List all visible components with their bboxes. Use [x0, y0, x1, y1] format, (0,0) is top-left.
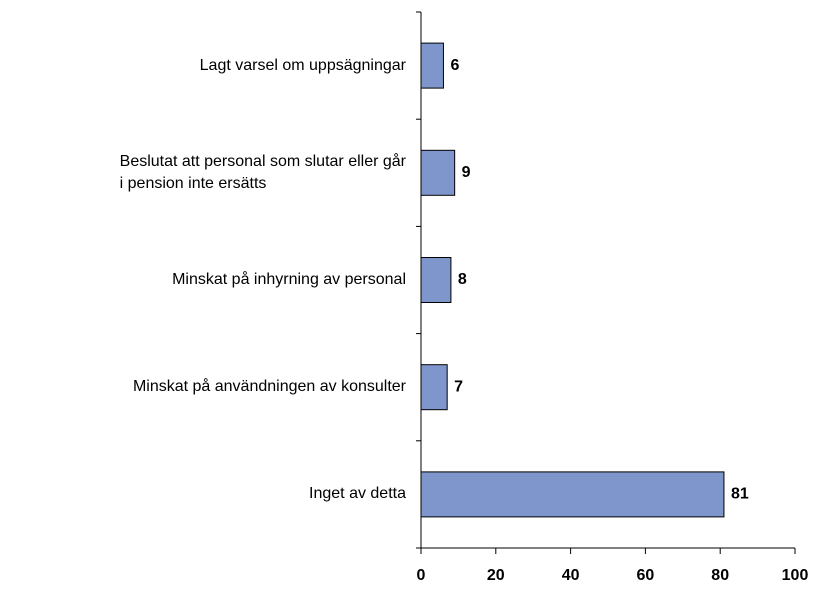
value-label: 9 — [462, 164, 471, 181]
x-tick-label: 40 — [562, 567, 580, 584]
x-tick-label: 0 — [417, 567, 426, 584]
category-label: Minskat på användningen av konsulter — [1, 357, 406, 417]
category-text: Minskat på användningen av konsulter — [132, 378, 406, 396]
bar — [420, 42, 444, 89]
x-tick-label: 100 — [782, 567, 809, 584]
bar — [420, 257, 452, 303]
value-label: 6 — [450, 57, 459, 74]
value-label: 7 — [454, 378, 463, 395]
value-label: 81 — [731, 486, 749, 503]
category-label: Beslutat att personal som slutar eller g… — [1, 143, 406, 203]
value-label: 8 — [458, 271, 467, 288]
category-label: Lagt varsel om uppsägningar — [1, 36, 406, 96]
category-label: Minskat på inhyrning av personal — [1, 250, 406, 310]
category-text: Lagt varsel om uppsägningar — [199, 56, 406, 74]
category-text: Beslutat att personal som slutar eller g… — [119, 152, 406, 192]
category-label: Inget av detta — [1, 464, 406, 524]
x-tick-label: 20 — [487, 567, 505, 584]
x-tick-label: 80 — [711, 567, 729, 584]
x-tick-label: 60 — [637, 567, 655, 584]
bar — [420, 149, 456, 196]
category-text: Inget av detta — [309, 485, 406, 503]
category-text: Minskat på inhyrning av personal — [172, 271, 406, 288]
bar — [420, 471, 725, 518]
bar — [420, 364, 448, 411]
